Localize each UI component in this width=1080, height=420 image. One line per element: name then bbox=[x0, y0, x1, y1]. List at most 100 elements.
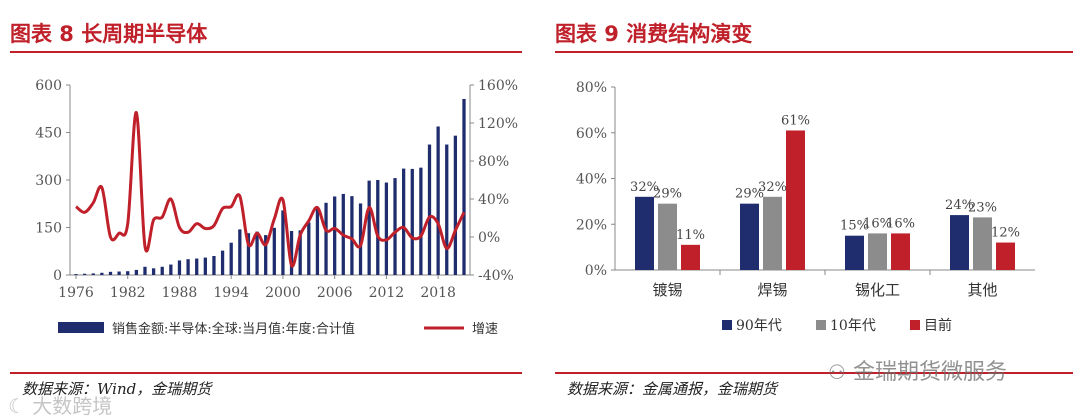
right-y-tick-label: 80% bbox=[478, 154, 509, 170]
sales-bar bbox=[358, 203, 363, 275]
sales-bar bbox=[108, 271, 113, 275]
sales-bar bbox=[298, 230, 302, 275]
sales-bar bbox=[255, 231, 259, 275]
sales-bar bbox=[393, 178, 397, 275]
sales-bar bbox=[384, 182, 389, 275]
sales-bar bbox=[74, 274, 78, 275]
sales-bar bbox=[238, 229, 242, 275]
legend-swatch bbox=[722, 320, 732, 330]
data-label: 12% bbox=[991, 226, 1020, 241]
bar-90年代 bbox=[845, 235, 864, 270]
legend-label: 10年代 bbox=[830, 318, 876, 334]
x-tick-label: 1994 bbox=[213, 285, 249, 301]
right-title-rule bbox=[555, 51, 1073, 53]
sales-bar bbox=[445, 144, 449, 275]
sales-bar bbox=[427, 144, 432, 275]
sales-bar bbox=[272, 227, 276, 275]
bar-90年代 bbox=[950, 215, 969, 270]
sales-bar bbox=[117, 271, 121, 275]
y-tick-label: 0% bbox=[585, 263, 607, 279]
left-y-tick-label: 450 bbox=[35, 126, 62, 142]
left-y-tick-label: 150 bbox=[35, 221, 62, 237]
category-label: 镀锡 bbox=[652, 281, 682, 299]
sales-bar bbox=[333, 196, 337, 275]
sales-bar bbox=[324, 202, 328, 275]
sales-bar bbox=[160, 266, 164, 275]
category-label: 其他 bbox=[967, 281, 997, 299]
y-tick-label: 60% bbox=[576, 126, 607, 142]
right-y-tick-label: 40% bbox=[478, 192, 509, 208]
sales-bar bbox=[177, 260, 182, 275]
data-label: 61% bbox=[781, 113, 810, 128]
y-tick-label: 40% bbox=[576, 172, 607, 188]
data-label: 32% bbox=[758, 180, 787, 195]
semiconductor-chart: 0 150 300 450 600 -40% 0% 40% 80% 120% 160% 1976 198… bbox=[35, 78, 518, 337]
right-source-rule bbox=[555, 372, 1073, 374]
sales-bar bbox=[289, 230, 294, 275]
sales-bar bbox=[143, 266, 147, 275]
consumption-structure-chart: 0%20%40%60%80%镀锡32%29%11%焊锡29%32%61%锡化工1… bbox=[576, 80, 1035, 334]
data-label: 11% bbox=[676, 228, 705, 243]
right-chart-title: 图表 9 消费结构演变 bbox=[555, 22, 753, 46]
sales-bar bbox=[246, 233, 251, 275]
sales-bar bbox=[126, 271, 130, 275]
sales-bar bbox=[307, 222, 311, 275]
data-label: 29% bbox=[735, 187, 764, 202]
left-title-rule bbox=[10, 51, 522, 53]
data-label: 29% bbox=[653, 187, 682, 202]
sales-bar bbox=[82, 273, 87, 275]
bar-目前 bbox=[681, 244, 700, 270]
sales-bar bbox=[91, 273, 95, 275]
sales-bar bbox=[100, 272, 104, 275]
right-y-tick-label: -40% bbox=[478, 268, 514, 284]
legend-label-sales: 销售金额:半导体:全球:当月值:年度:合计值 bbox=[112, 321, 355, 337]
left-y-tick-label: 300 bbox=[35, 173, 62, 189]
left-source-rule bbox=[10, 372, 522, 374]
sales-bar bbox=[462, 98, 466, 275]
bar-目前 bbox=[891, 233, 910, 270]
sales-bar bbox=[169, 264, 173, 275]
x-tick-label: 1982 bbox=[110, 285, 146, 301]
growth-line bbox=[75, 111, 466, 268]
bar-目前 bbox=[786, 130, 805, 270]
data-label: 23% bbox=[968, 200, 997, 215]
watermark-left: ☾ 大数跨境 bbox=[8, 390, 112, 419]
sales-bar bbox=[134, 269, 138, 275]
legend-label-growth: 增速 bbox=[472, 322, 498, 337]
sales-bar bbox=[264, 235, 268, 275]
left-source: 数据来源：Wind，金瑞期货 bbox=[22, 380, 212, 398]
x-tick-label: 2000 bbox=[265, 285, 301, 301]
x-tick-label: 1976 bbox=[58, 285, 94, 301]
legend-swatch-sales bbox=[58, 322, 104, 333]
x-tick-label: 1988 bbox=[162, 285, 198, 301]
x-tick-label: 2018 bbox=[420, 285, 456, 301]
bar-目前 bbox=[996, 242, 1015, 270]
bar-90年代 bbox=[635, 196, 654, 270]
bar-10年代 bbox=[763, 196, 782, 270]
watermark-left-text: 大数跨境 bbox=[32, 394, 113, 418]
sales-bar bbox=[410, 168, 414, 275]
bar-10年代 bbox=[973, 217, 992, 270]
data-label: 16% bbox=[863, 216, 892, 231]
sales-bar bbox=[151, 268, 156, 275]
data-label: 16% bbox=[886, 216, 915, 231]
left-y-tick-label: 0 bbox=[53, 268, 62, 284]
watermark-right: ⚇ 金瑞期货微服务 bbox=[828, 354, 1007, 386]
sales-bar bbox=[229, 242, 233, 275]
right-y-tick-label: 0% bbox=[478, 230, 500, 246]
sales-bar bbox=[315, 207, 320, 275]
sales-bar bbox=[212, 256, 216, 275]
left-y-tick-label: 600 bbox=[35, 78, 62, 94]
data-label: 15% bbox=[840, 219, 869, 234]
x-tick-label: 2006 bbox=[317, 285, 353, 301]
category-label: 锡化工 bbox=[855, 281, 900, 299]
watermark-right-text: 金瑞期货微服务 bbox=[852, 360, 1007, 385]
bar-10年代 bbox=[868, 233, 887, 270]
right-y-tick-label: 120% bbox=[478, 116, 518, 132]
data-label: 32% bbox=[630, 180, 659, 195]
legend-swatch bbox=[816, 320, 826, 330]
sales-bar bbox=[402, 168, 406, 275]
sales-bar bbox=[376, 180, 380, 275]
legend-swatch bbox=[910, 320, 920, 330]
bar-10年代 bbox=[658, 203, 677, 270]
